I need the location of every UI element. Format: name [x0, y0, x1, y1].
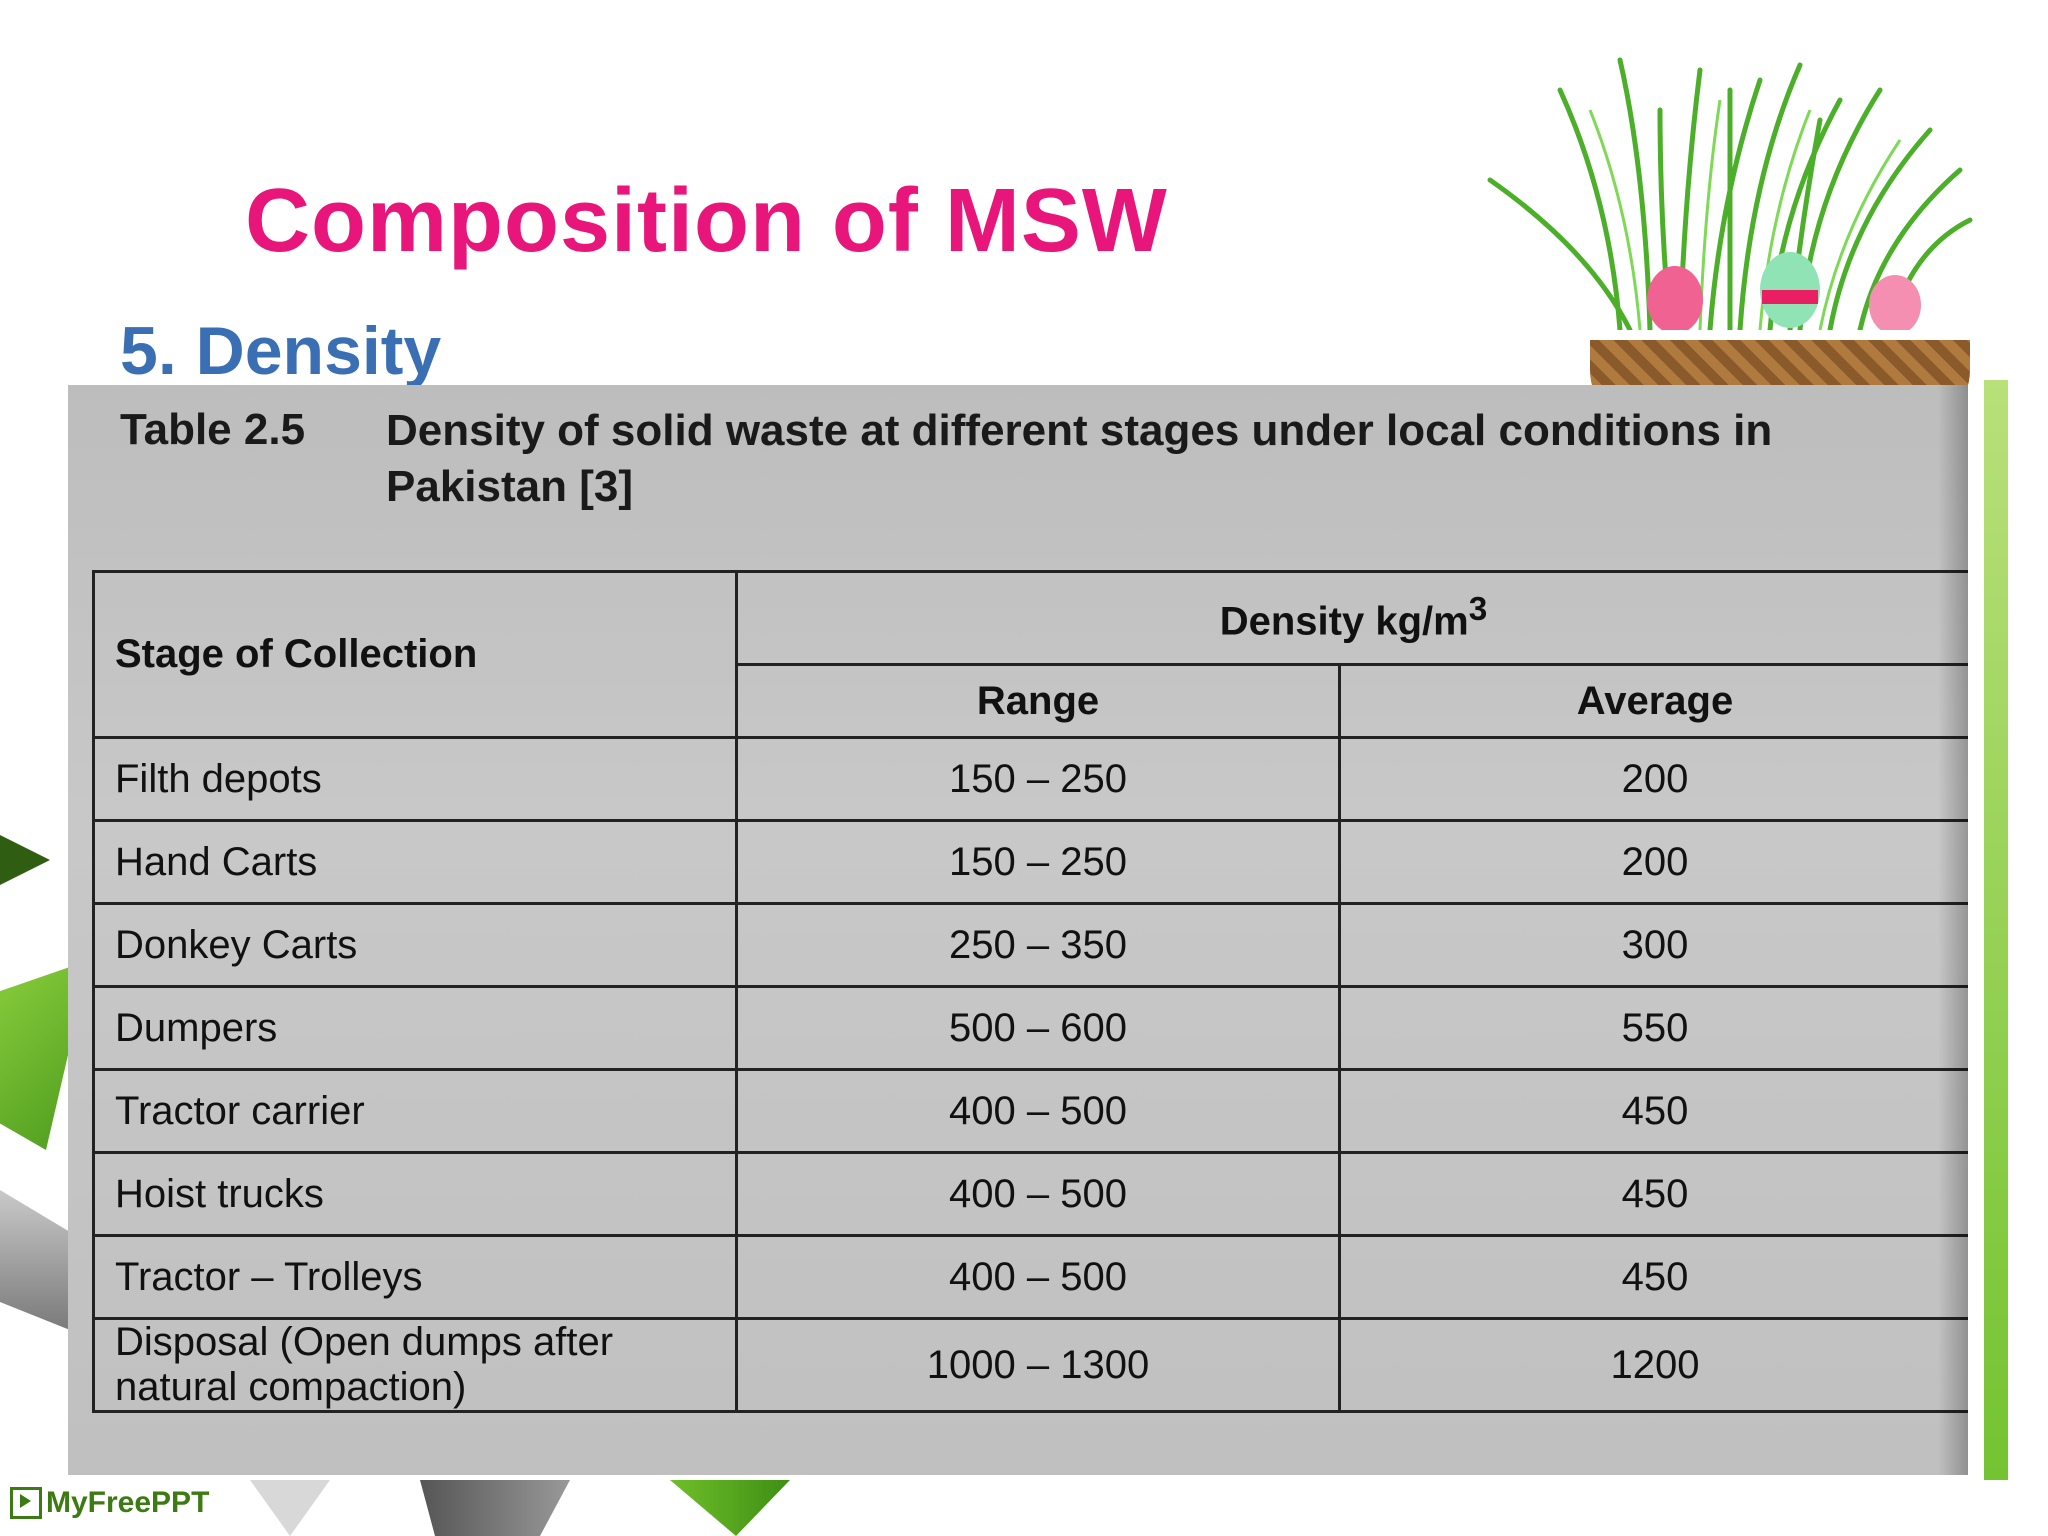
decorative-shape	[420, 1480, 570, 1536]
cell-stage: Tractor – Trolleys	[92, 1234, 738, 1320]
table-row: Dumpers 500 – 600 550	[92, 985, 1968, 1071]
cell-average: 300	[1338, 902, 1968, 988]
cell-stage: Filth depots	[92, 736, 738, 822]
cell-range: 1000 – 1300	[735, 1317, 1341, 1413]
table-row: Hoist trucks 400 – 500 450	[92, 1151, 1968, 1237]
table-row: Donkey Carts 250 – 350 300	[92, 902, 1968, 988]
decorative-shape	[250, 1480, 330, 1536]
slide-title: Composition of MSW	[245, 171, 1168, 271]
slide-subtitle: 5. Density	[120, 313, 442, 389]
cell-range: 150 – 250	[735, 819, 1341, 905]
cell-range: 500 – 600	[735, 985, 1341, 1071]
decorative-shape	[0, 1190, 70, 1330]
brand-logo: MyFreePPT	[10, 1486, 209, 1520]
cell-range: 150 – 250	[735, 736, 1341, 822]
cell-average: 1200	[1338, 1317, 1968, 1413]
header-density-exponent: 3	[1468, 591, 1488, 629]
cell-average: 450	[1338, 1234, 1968, 1320]
cell-average: 450	[1338, 1068, 1968, 1154]
cell-average: 450	[1338, 1151, 1968, 1237]
play-icon	[10, 1487, 42, 1519]
decorative-shape	[0, 830, 50, 890]
cell-average: 550	[1338, 985, 1968, 1071]
table-row: Filth depots 150 – 250 200	[92, 736, 1968, 822]
cell-range: 400 – 500	[735, 1151, 1341, 1237]
grass-illustration	[1487, 57, 1973, 330]
header-range: Range	[735, 663, 1341, 739]
photo-shadow	[1938, 385, 1968, 1475]
table-row: Tractor – Trolleys 400 – 500 450	[92, 1234, 1968, 1320]
cell-average: 200	[1338, 736, 1968, 822]
table-caption: Density of solid waste at different stag…	[386, 406, 1773, 511]
cell-stage: Donkey Carts	[92, 902, 738, 988]
table-row: Tractor carrier 400 – 500 450	[92, 1068, 1968, 1154]
cell-stage: Hand Carts	[92, 819, 738, 905]
table-number: Table 2.5	[120, 405, 306, 454]
header-average: Average	[1338, 663, 1968, 739]
cell-stage: Hoist trucks	[92, 1151, 738, 1237]
cell-range: 400 – 500	[735, 1234, 1341, 1320]
decorative-shape	[670, 1480, 790, 1536]
cell-stage: Tractor carrier	[92, 1068, 738, 1154]
cell-range: 400 – 500	[735, 1068, 1341, 1154]
header-density: Density kg/m3	[735, 570, 1968, 666]
table-photo: Table 2.5 Density of solid waste at diff…	[68, 385, 1968, 1475]
table-row: Disposal (Open dumps after natural compa…	[92, 1317, 1968, 1413]
cell-range: 250 – 350	[735, 902, 1341, 988]
decorative-strip	[1984, 380, 2008, 1480]
cell-stage: Dumpers	[92, 985, 738, 1071]
logo-text: MyFreePPT	[46, 1486, 210, 1519]
header-density-label: Density kg/m	[1219, 599, 1469, 644]
cell-stage: Disposal (Open dumps after natural compa…	[92, 1317, 738, 1413]
table-row: Hand Carts 150 – 250 200	[92, 819, 1968, 905]
grass-basket-image	[1470, 50, 1980, 430]
header-stage: Stage of Collection	[92, 570, 738, 739]
cell-average: 200	[1338, 819, 1968, 905]
density-table: Stage of Collection Density kg/m3 Range …	[92, 570, 1968, 1413]
